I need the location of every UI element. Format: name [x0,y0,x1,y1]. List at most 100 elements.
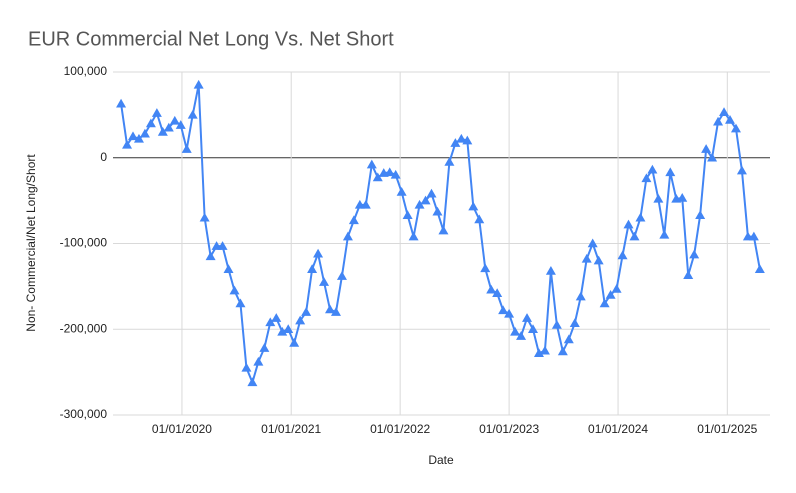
data-point [420,195,431,205]
data-point [384,167,395,177]
data-point [402,210,413,219]
y-tick-label: -100,000 [60,236,108,250]
data-point [736,165,747,175]
data-point [438,225,449,235]
data-point [504,308,515,318]
data-point [707,152,718,162]
data-point [480,263,491,273]
data-point [157,127,168,136]
data-point [617,250,628,260]
data-point [330,307,341,316]
x-tick-label: 01/01/2024 [588,422,648,436]
data-point [701,144,712,153]
data-point [647,164,658,174]
data-point [301,307,312,316]
data-point [748,231,759,241]
data-point [247,377,258,387]
data-point [677,193,688,202]
data-point [730,123,741,133]
data-point [253,356,264,366]
data-point [527,324,538,333]
data-point [587,238,598,248]
data-point [474,214,485,224]
x-tick-label: 01/01/2020 [152,422,212,436]
data-point [641,173,652,183]
data-point [295,315,306,325]
y-tick-label: 0 [100,150,107,164]
data-point [307,264,318,273]
data-point [599,298,610,308]
data-point [486,284,497,294]
data-point [181,144,192,153]
data-point [283,324,294,333]
data-point [241,362,252,372]
data-point [725,115,736,124]
data-point [462,135,473,145]
data-point [372,172,383,182]
data-point [139,128,150,138]
data-point [175,120,186,129]
data-point [145,118,156,128]
data-point [163,122,174,132]
data-point [581,253,592,263]
data-point [516,331,527,340]
data-point [151,108,162,117]
data-point [533,348,544,358]
data-point [325,304,336,314]
data-point [683,270,694,279]
data-point [313,248,324,258]
y-tick-label: 100,000 [64,64,108,78]
data-point [510,326,521,336]
data-point [557,346,568,356]
data-point [551,319,562,329]
data-point [277,326,288,336]
data-point [229,285,240,295]
data-point [396,187,407,196]
data-point [217,241,228,250]
data-point [545,265,556,275]
data-point [623,219,634,229]
data-point [127,131,138,141]
data-point [366,159,377,169]
data-point [426,188,437,198]
data-point [575,291,586,301]
data-point [319,277,330,286]
data-point [360,199,371,209]
data-point [271,313,282,322]
data-point [659,229,670,239]
data-point [629,231,640,241]
data-point [414,199,425,209]
y-tick-label: -200,000 [60,321,108,335]
data-point [492,288,503,297]
y-axis-label: Non- Commercial/Net Long/Short [24,154,38,332]
data-point [539,345,550,355]
data-point [713,116,724,126]
data-point [348,215,359,225]
data-point [689,249,700,259]
x-tick-label: 01/01/2022 [370,422,430,436]
chart-title: EUR Commercial Net Long Vs. Net Short [28,28,394,50]
data-point [289,337,300,347]
data-point [235,298,246,308]
data-point [116,98,127,108]
data-point [187,109,198,119]
data-point [122,139,133,149]
data-point [342,231,353,241]
data-point [569,318,580,327]
data-point [635,212,646,222]
data-point [265,317,276,327]
data-point [432,206,443,216]
data-point [199,212,210,222]
data-point [390,169,401,179]
x-axis-label: Date [428,453,454,467]
data-point [223,264,234,273]
data-point [450,138,461,147]
y-tick-label: -300,000 [60,407,108,421]
data-point [133,133,144,143]
data-point [408,231,419,241]
data-point [611,283,622,293]
data-point [593,255,604,265]
data-line [120,84,761,386]
data-point [498,305,509,315]
